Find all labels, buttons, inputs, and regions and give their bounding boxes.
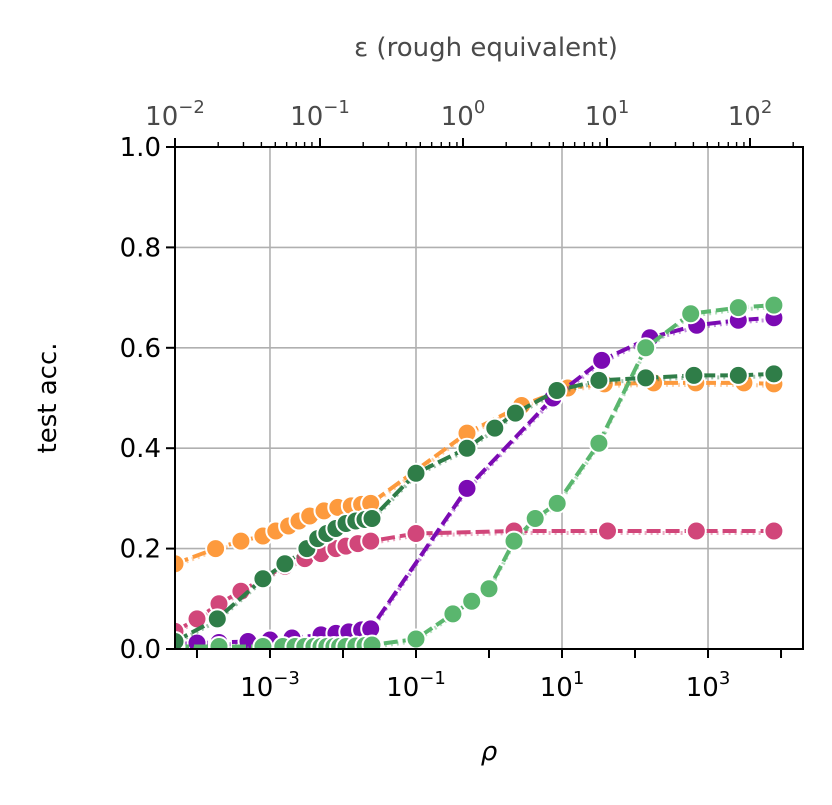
data-point <box>635 337 657 359</box>
top-tick-base: 10 <box>441 102 474 132</box>
data-point <box>274 553 296 575</box>
data-point <box>405 628 427 649</box>
y-axis: 0.0 0.2 0.4 0.6 0.8 1.0 <box>120 133 175 665</box>
data-point <box>588 369 610 391</box>
data-point <box>456 477 478 499</box>
y-tick-label: 0.0 <box>120 635 161 665</box>
top-tick-label: 100 <box>441 97 486 132</box>
data-point <box>685 520 707 542</box>
series-4 <box>175 363 785 649</box>
data-point <box>763 294 785 316</box>
data-point <box>546 492 568 514</box>
y-axis-label: test acc. <box>33 343 63 454</box>
data-point <box>205 538 227 560</box>
data-point <box>727 364 749 386</box>
y-tick-label: 0.8 <box>120 233 161 263</box>
x-tick-base: 10 <box>540 673 573 703</box>
x-tick-base: 10 <box>686 673 719 703</box>
data-point <box>588 432 610 454</box>
series-shadow-line <box>175 373 774 646</box>
data-point <box>208 636 230 649</box>
data-point <box>360 530 382 552</box>
data-point <box>597 520 618 542</box>
top-tick-exponent: 2 <box>761 97 772 118</box>
y-tick-label: 0.4 <box>120 434 161 464</box>
series-0 <box>175 520 785 642</box>
data-point <box>461 590 483 612</box>
data-point <box>683 364 705 386</box>
top-tick-exponent: 1 <box>618 97 629 118</box>
x-tick-label: 103 <box>686 668 731 703</box>
y-tick-label: 1.0 <box>120 133 161 163</box>
x-tick-exponent: 3 <box>719 668 730 689</box>
x-tick-exponent: −1 <box>419 668 446 689</box>
data-point <box>442 603 464 625</box>
data-point <box>546 380 568 401</box>
top-tick-exponent: 0 <box>474 97 485 118</box>
data-point <box>591 349 613 371</box>
top-tick-base: 10 <box>585 102 618 132</box>
top-tick-exponent: −1 <box>323 97 350 118</box>
top-tick-label: 10−2 <box>145 97 205 132</box>
data-point <box>504 402 526 424</box>
x-tick-base: 10 <box>386 673 419 703</box>
top-tick-base: 10 <box>290 102 323 132</box>
data-point <box>478 578 500 600</box>
x-tick-label: 10−1 <box>386 668 446 703</box>
x-tick-base: 10 <box>240 673 273 703</box>
y-tick-label: 0.6 <box>120 334 161 364</box>
data-point <box>456 437 478 459</box>
top-tick-label: 101 <box>585 97 630 132</box>
y-tick-label: 0.2 <box>120 535 161 565</box>
data-point <box>206 608 228 630</box>
data-point <box>361 634 383 649</box>
x-tick-label: 10−3 <box>240 668 300 703</box>
data-point <box>727 297 749 319</box>
x-axis-label: ρ <box>481 737 498 767</box>
data-point <box>763 520 785 542</box>
data-point <box>405 523 427 544</box>
top-tick-base: 10 <box>728 102 761 132</box>
data-point <box>175 631 186 649</box>
x-axis: 10−3 10−1 101 103 <box>195 649 783 703</box>
top-tick-exponent: −2 <box>178 97 205 118</box>
data-point <box>484 417 506 439</box>
data-point <box>680 303 702 325</box>
x-tick-exponent: −3 <box>273 668 300 689</box>
data-point <box>230 530 252 552</box>
data-point <box>763 363 785 385</box>
data-point <box>635 367 657 389</box>
data-point <box>252 568 274 590</box>
data-point <box>361 508 383 529</box>
data-point <box>405 462 427 484</box>
x-tick-exponent: 1 <box>573 668 584 689</box>
top-tick-label: 10−1 <box>290 97 350 132</box>
top-tick-label: 102 <box>728 97 773 132</box>
series-layer <box>175 294 785 649</box>
data-point <box>175 553 186 575</box>
top-axis-label: ε (rough equivalent) <box>354 33 618 63</box>
top-tick-base: 10 <box>145 102 178 132</box>
series-3 <box>175 294 785 649</box>
top-axis: 10−2 10−1 100 101 102 <box>145 97 794 147</box>
x-tick-label: 101 <box>540 668 585 703</box>
data-point <box>503 530 525 552</box>
data-point <box>524 508 546 529</box>
